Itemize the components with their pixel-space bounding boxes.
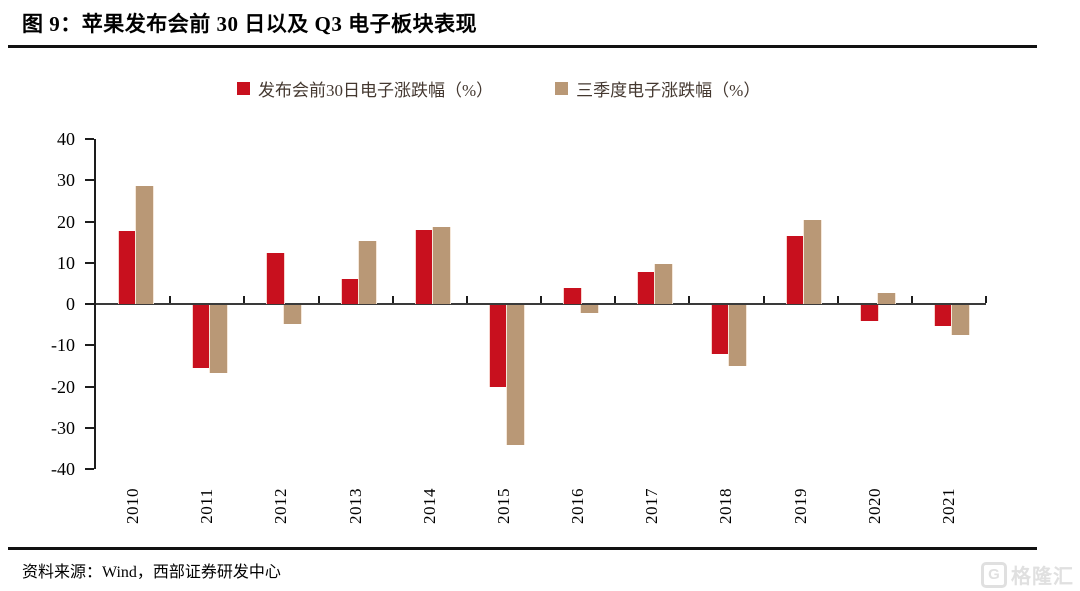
x-axis-tick [836, 296, 839, 303]
gelonghui-watermark: G 格隆汇 [981, 560, 1074, 589]
x-axis-tick [391, 296, 394, 303]
bar-2010-series2 [135, 185, 155, 304]
y-axis-tick-label: 20 [57, 211, 75, 232]
x-axis-label-2017: 2017 [642, 488, 662, 524]
x-axis-tick [465, 296, 468, 303]
y-axis-tick [85, 468, 94, 470]
x-axis-tick [910, 296, 913, 303]
y-axis-tick-label: 40 [57, 129, 75, 149]
y-axis-tick-label: 30 [57, 170, 75, 191]
gelonghui-logo-text: 格隆汇 [1011, 566, 1074, 588]
bar-2021-series2 [950, 305, 970, 336]
x-axis-label-2015: 2015 [493, 488, 513, 524]
legend-swatch-icon [237, 82, 250, 95]
x-axis-label-2016: 2016 [568, 488, 588, 524]
x-axis-tick [169, 296, 172, 303]
x-axis-tick [614, 296, 617, 303]
y-axis-tick-label: 10 [57, 252, 75, 273]
bar-2012-series2 [283, 305, 303, 324]
bar-2017-series2 [654, 263, 674, 304]
bar-2016-series2 [580, 305, 600, 314]
y-axis-tick-label: -20 [51, 376, 75, 397]
x-axis-line [96, 303, 986, 305]
bar-2013-series2 [357, 241, 377, 304]
page-title: 图 9：苹果发布会前 30 日以及 Q3 电子板块表现 [22, 12, 478, 36]
x-axis-tick [540, 296, 542, 303]
bar-2016-series1 [563, 288, 583, 304]
title-divider [8, 45, 1037, 48]
y-axis-tick [85, 385, 94, 388]
bar-2018-series2 [728, 305, 748, 366]
x-axis-tick [317, 296, 320, 303]
source-note: 资料来源：Wind，西部证券研发中心 [22, 564, 281, 581]
y-axis-tick [85, 261, 94, 264]
y-axis-tick [85, 179, 94, 182]
footer-divider [8, 547, 1037, 550]
y-axis-tick-label: -40 [51, 459, 75, 479]
bar-2011-series2 [209, 305, 229, 374]
x-axis-label-2021: 2021 [938, 488, 958, 524]
x-axis-tick [762, 296, 765, 303]
y-axis-tick [85, 344, 94, 347]
gelonghui-logo-icon: G [981, 561, 1007, 588]
x-axis-label-2020: 2020 [864, 488, 884, 524]
bar-2020-series2 [876, 293, 896, 304]
x-axis-label-2018: 2018 [716, 488, 736, 524]
y-axis-tick-label: -30 [51, 417, 75, 438]
legend-swatch-icon [555, 82, 569, 95]
bar-2012-series1 [266, 252, 286, 304]
y-axis-line [94, 139, 96, 469]
bar-chart: 40 30 20 10 0 -10 -20 -30 -40 2010 2011 2012 2013 201… [51, 129, 987, 524]
bar-2014-series2 [431, 226, 451, 304]
legend-label: 三季度电子涨跌幅（%） [576, 81, 761, 100]
x-axis-tick [688, 296, 691, 303]
legend-label: 发布会前30日电子涨跌幅（%） [258, 81, 494, 100]
legend-item-series1: 发布会前30日电子涨跌幅（%） [237, 76, 493, 101]
y-axis-tick-label: -10 [51, 335, 75, 356]
x-axis-tick [243, 296, 246, 303]
y-axis-tick [85, 303, 94, 305]
y-axis-tick-label: 0 [66, 294, 75, 314]
legend-item-series2: 三季度电子涨跌幅（%） [555, 76, 760, 101]
x-axis-label-2012: 2012 [271, 488, 291, 524]
x-axis-label-2013: 2013 [345, 488, 365, 524]
y-axis-tick [85, 138, 94, 140]
y-axis-tick [85, 220, 94, 223]
x-axis-tick [985, 296, 987, 303]
y-axis-tick [85, 426, 94, 429]
bar-2015-series2 [505, 305, 525, 446]
chart-legend: 发布会前30日电子涨跌幅（%） 三季度电子涨跌幅（%） [237, 76, 760, 101]
x-axis-label-2011: 2011 [197, 488, 217, 524]
bar-2019-series2 [802, 220, 822, 304]
x-axis-label-2014: 2014 [419, 488, 439, 524]
bar-2020-series1 [859, 305, 879, 321]
x-axis-label-2019: 2019 [790, 488, 810, 524]
x-axis-label-2010: 2010 [123, 488, 143, 524]
